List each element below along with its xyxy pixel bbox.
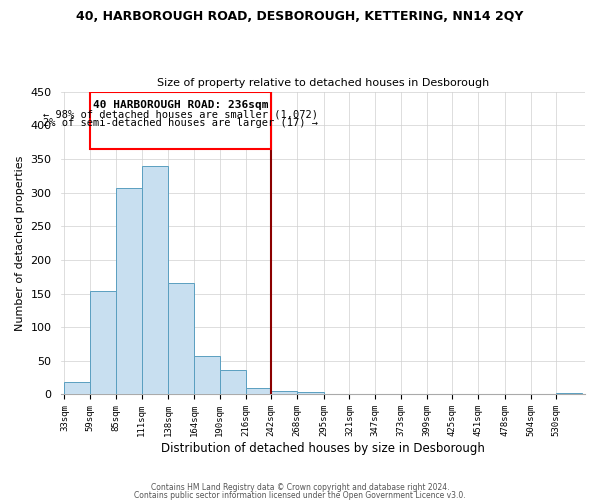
Bar xyxy=(297,392,323,394)
Bar xyxy=(271,391,297,394)
Text: Contains public sector information licensed under the Open Government Licence v3: Contains public sector information licen… xyxy=(134,490,466,500)
Bar xyxy=(168,282,194,395)
Text: ← 98% of detached houses are smaller (1,072): ← 98% of detached houses are smaller (1,… xyxy=(43,109,318,119)
Bar xyxy=(142,166,168,394)
Bar xyxy=(556,393,582,394)
Text: 40, HARBOROUGH ROAD, DESBOROUGH, KETTERING, NN14 2QY: 40, HARBOROUGH ROAD, DESBOROUGH, KETTERI… xyxy=(76,10,524,23)
Bar xyxy=(64,382,90,394)
Bar xyxy=(245,388,271,394)
Bar xyxy=(220,370,245,394)
Bar xyxy=(194,356,220,395)
Text: 40 HARBOROUGH ROAD: 236sqm: 40 HARBOROUGH ROAD: 236sqm xyxy=(93,100,268,110)
Text: Contains HM Land Registry data © Crown copyright and database right 2024.: Contains HM Land Registry data © Crown c… xyxy=(151,484,449,492)
Bar xyxy=(90,292,116,395)
Text: 2% of semi-detached houses are larger (17) →: 2% of semi-detached houses are larger (1… xyxy=(43,118,318,128)
X-axis label: Distribution of detached houses by size in Desborough: Distribution of detached houses by size … xyxy=(161,442,485,455)
Bar xyxy=(90,92,271,149)
Title: Size of property relative to detached houses in Desborough: Size of property relative to detached ho… xyxy=(157,78,490,88)
Y-axis label: Number of detached properties: Number of detached properties xyxy=(15,156,25,330)
Bar xyxy=(116,188,142,394)
